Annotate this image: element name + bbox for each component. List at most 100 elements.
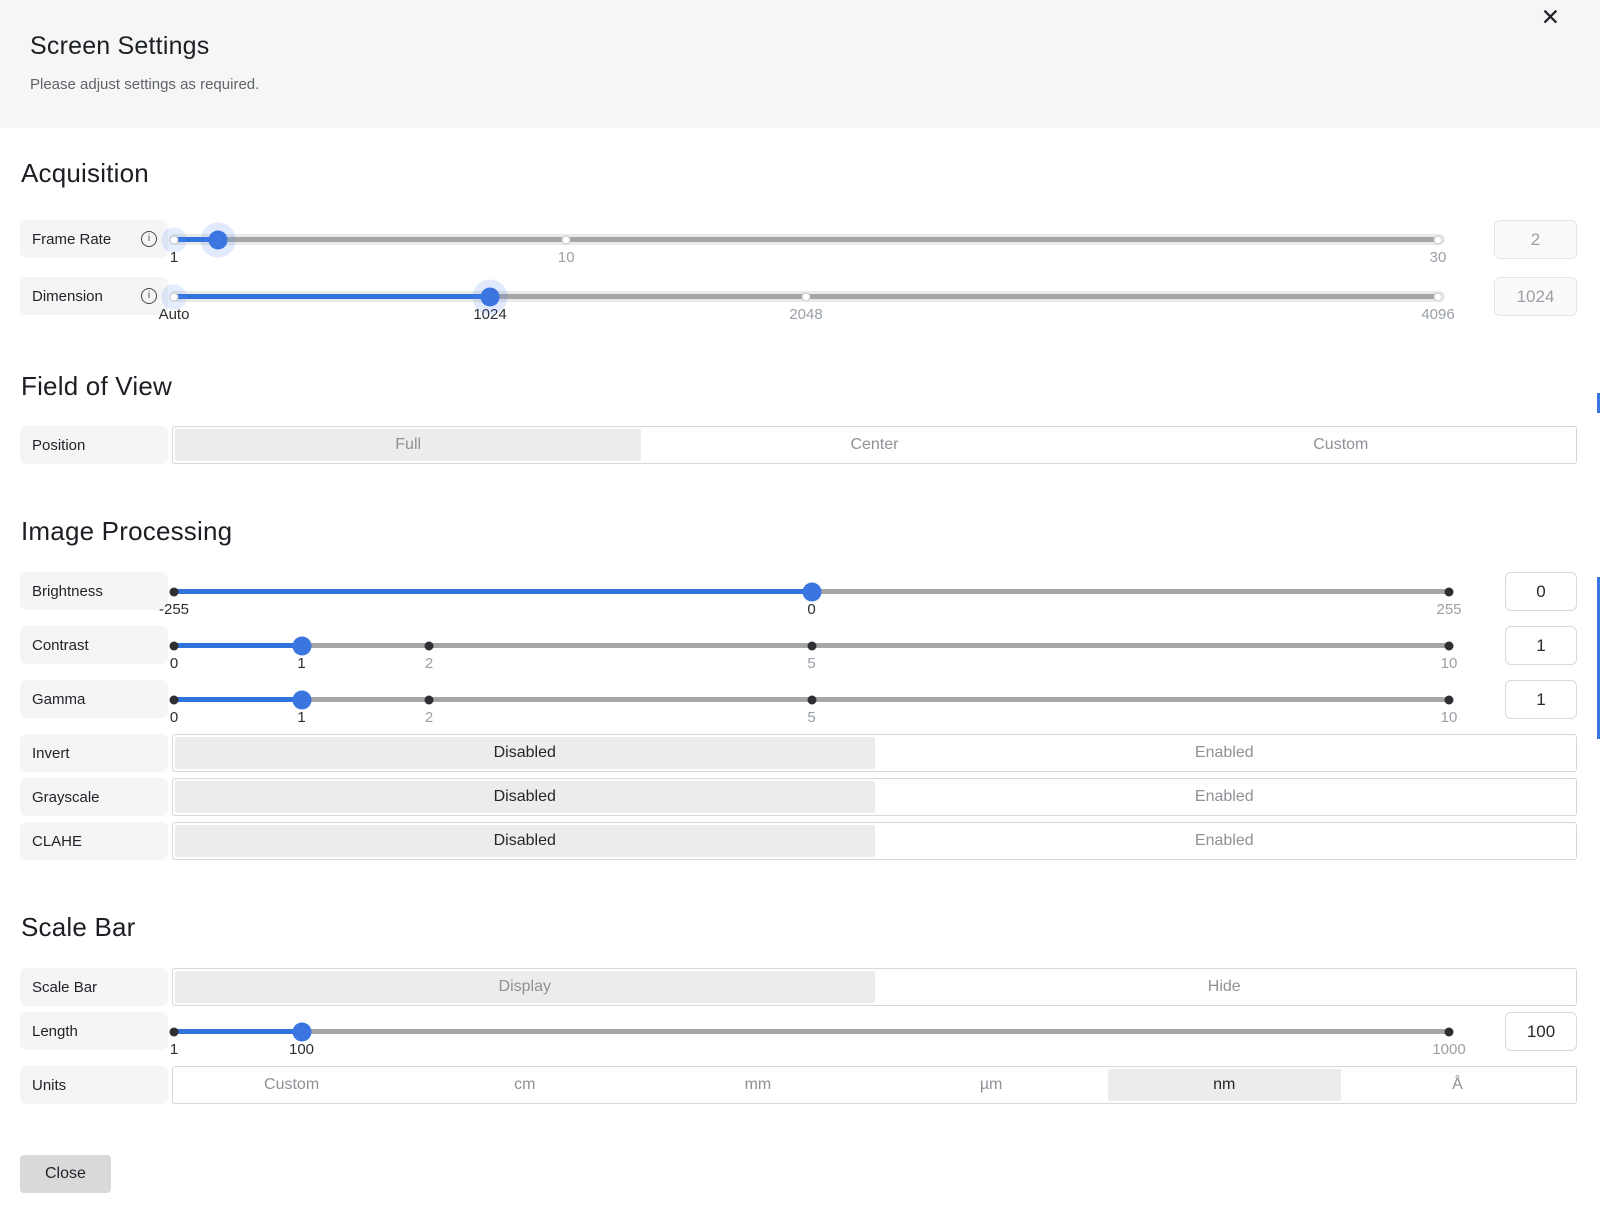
slider-mark-dot [1444,695,1454,704]
position-label-text: Position [32,436,86,454]
dimension-slider[interactable]: Auto 1024 2048 4096 [159,277,1455,331]
slider-mark-label: 10 [1440,655,1458,672]
grayscale-segmented-control: Disabled Enabled [172,778,1577,816]
brightness-label: Brightness [20,572,168,610]
segment-enabled[interactable]: Enabled [1194,788,1254,805]
contrast-value-input[interactable] [1505,626,1577,665]
invert-row: Invert Disabled Enabled [20,734,1577,772]
brightness-slider-handle[interactable] [802,582,821,601]
info-icon[interactable]: i [141,288,157,304]
frame-rate-row: Frame Rate i 1 10 30 [20,220,1577,274]
slider-active-track [174,1029,302,1034]
slider-mark-label: 5 [807,709,816,726]
gamma-slider[interactable]: 0 1 2 5 10 [169,680,1457,734]
slider-mark-label: 1000 [1432,1041,1466,1058]
segment-um[interactable]: µm [979,1076,1003,1093]
units-row: Units Custom cm mm µm nm Å [20,1066,1577,1104]
slider-mark-label: 5 [807,655,816,672]
segment-disabled[interactable]: Disabled [175,737,875,769]
slider-mark-dot [169,292,179,301]
scale-bar-segmented-control: Display Hide [172,968,1577,1006]
gamma-value-input[interactable] [1505,680,1577,719]
frame-rate-slider[interactable]: 1 10 30 [169,220,1446,274]
segment-cm[interactable]: cm [514,1076,536,1093]
contrast-slider-handle[interactable] [292,636,311,655]
segment-custom[interactable]: Custom [1313,436,1369,453]
brightness-row: Brightness -255 0 255 [20,572,1577,626]
slider-mark-label: 30 [1429,249,1447,266]
slider-mark-dot [169,641,179,650]
slider-mark-label: 2 [424,655,434,672]
close-icon[interactable]: ✕ [1540,4,1560,30]
slider-mark-dot [424,695,434,704]
scale-bar-label: Scale Bar [20,968,168,1006]
segment-enabled[interactable]: Enabled [1194,744,1254,761]
segment-enabled[interactable]: Enabled [1194,832,1254,849]
length-label: Length [20,1012,168,1050]
contrast-label-text: Contrast [32,636,89,654]
right-edge-artifact [1597,393,1600,413]
gamma-slider-handle[interactable] [292,690,311,709]
segment-mm[interactable]: mm [744,1076,772,1093]
slider-mark-label: 10 [1440,709,1458,726]
frame-rate-label: Frame Rate i [20,220,168,258]
segment-angstrom[interactable]: Å [1452,1076,1463,1093]
dimension-value-input[interactable] [1494,277,1577,316]
gamma-row: Gamma 0 1 2 5 10 [20,680,1577,734]
slider-mark-dot [1444,587,1454,596]
length-row: Length 1 100 1000 [20,1012,1577,1066]
dialog-subtitle: Please adjust settings as required. [30,76,260,93]
length-slider[interactable]: 1 100 1000 [169,1012,1466,1066]
slider-mark-label: 1 [169,1041,179,1058]
invert-segmented-control: Disabled Enabled [172,734,1577,772]
slider-mark-label: 0 [169,655,179,672]
dimension-label-text: Dimension [32,287,103,305]
slider-mark-label: 0 [807,601,816,618]
slider-mark-label: Auto [158,306,190,323]
segment-nm[interactable]: nm [1107,1069,1341,1101]
brightness-label-text: Brightness [32,582,103,600]
segment-disabled[interactable]: Disabled [175,781,875,813]
dimension-label: Dimension i [20,277,168,315]
slider-mark-label: 255 [1436,601,1462,618]
slider-mark-dot [169,235,179,244]
slider-mark-label: 2048 [789,306,823,323]
segment-full[interactable]: Full [175,429,642,461]
segment-custom-unit[interactable]: Custom [264,1076,320,1093]
slider-mark-dot [801,292,811,301]
slider-active-track [174,294,490,299]
segment-disabled[interactable]: Disabled [175,825,875,857]
invert-label: Invert [20,734,168,772]
segment-hide[interactable]: Hide [1207,978,1241,995]
slider-mark-dot [561,235,571,244]
slider-mark-label: 4096 [1421,306,1455,323]
slider-active-track [174,697,302,702]
length-slider-handle[interactable] [292,1022,311,1041]
clahe-segmented-control: Disabled Enabled [172,822,1577,860]
length-value-input[interactable] [1505,1012,1577,1051]
dimension-slider-handle[interactable] [480,287,500,306]
gamma-label: Gamma [20,680,168,718]
units-label: Units [20,1066,168,1104]
slider-mark-label: 10 [557,249,575,266]
slider-track [174,1029,1449,1034]
brightness-value-input[interactable] [1505,572,1577,611]
dialog-header: Screen Settings Please adjust settings a… [0,0,1600,128]
units-label-text: Units [32,1076,67,1094]
frame-rate-slider-handle[interactable] [208,230,228,249]
contrast-slider[interactable]: 0 1 2 5 10 [169,626,1457,680]
length-label-text: Length [32,1022,78,1040]
slider-mark-label: 1 [169,249,179,266]
position-label: Position [20,426,168,464]
contrast-row: Contrast 0 1 2 5 10 [20,626,1577,680]
frame-rate-value-input[interactable] [1494,220,1577,259]
slider-mark-dot [807,641,816,650]
close-button[interactable]: Close [20,1155,111,1193]
segment-display[interactable]: Display [175,971,875,1003]
slider-mark-label: 0 [169,709,179,726]
brightness-slider[interactable]: -255 0 255 [159,572,1462,626]
segment-center[interactable]: Center [850,436,899,453]
section-title-scale-bar: Scale Bar [21,912,136,942]
slider-mark-dot [807,695,816,704]
info-icon[interactable]: i [141,231,157,247]
